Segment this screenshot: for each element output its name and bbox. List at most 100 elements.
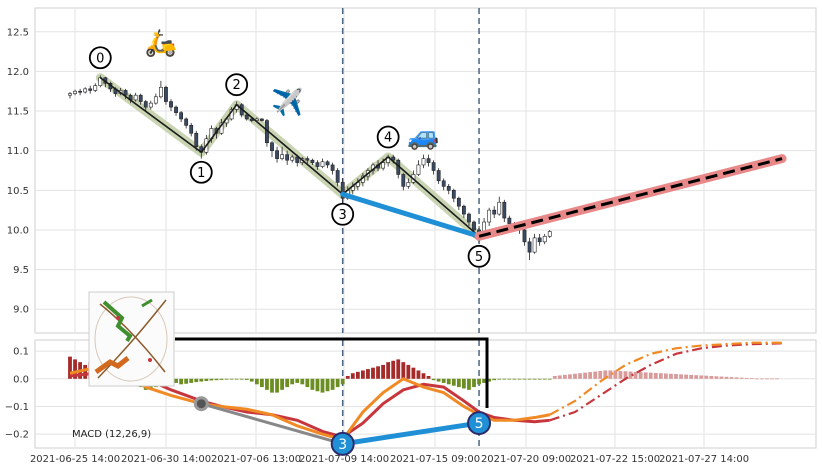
candle-body: [426, 158, 431, 163]
histogram-bar: [472, 378, 476, 388]
candle-body: [456, 197, 461, 207]
candle-body: [537, 237, 542, 243]
x-tick-label: 2021-07-15 09:00: [390, 454, 480, 465]
candle-body: [88, 88, 93, 91]
histogram-bar: [537, 378, 542, 380]
emoji-annotation: 🚙: [407, 121, 439, 151]
histogram-bar: [376, 366, 380, 379]
histogram-bar: [552, 376, 557, 379]
histogram-bar: [588, 372, 593, 379]
histogram-bar: [547, 378, 552, 380]
macd-divergence-label: 5: [475, 416, 484, 432]
candle-body: [467, 213, 471, 223]
candle-body: [244, 114, 249, 120]
forecast-path: [478, 157, 783, 238]
histogram-bar: [83, 364, 88, 379]
candle-body: [492, 209, 497, 215]
candle-body: [83, 88, 88, 93]
candle-body: [507, 217, 512, 224]
histogram-bar: [361, 370, 365, 379]
candle-body: [295, 156, 300, 163]
candle-body: [98, 77, 103, 86]
candle-body: [153, 96, 158, 104]
wave-label-text: 1: [197, 166, 205, 181]
candle-body: [401, 174, 406, 187]
histogram-bar: [441, 378, 446, 383]
histogram-bar: [285, 378, 290, 388]
histogram-bar: [664, 373, 668, 379]
candle-body: [340, 182, 345, 199]
price-y-tick-label: 10.0: [7, 225, 29, 236]
price-y-tick-label: 11.5: [7, 107, 29, 118]
histogram-bar: [603, 370, 608, 379]
histogram-bar: [249, 378, 254, 382]
histogram-bar: [270, 378, 274, 393]
histogram-bar: [320, 378, 325, 393]
candle-body: [73, 90, 77, 94]
histogram-bar: [229, 378, 234, 380]
histogram-bar: [618, 371, 623, 379]
x-tick-label: 2021-07-22 15:00: [570, 454, 660, 465]
histogram-bar: [265, 378, 269, 390]
candle-body: [169, 101, 173, 108]
histogram-bar: [234, 378, 239, 380]
histogram-bar: [477, 378, 481, 385]
candle-body: [133, 94, 138, 101]
histogram-bar: [527, 378, 532, 380]
histogram-bar: [260, 378, 264, 388]
histogram-bar: [371, 367, 375, 379]
histogram-bar: [350, 373, 355, 379]
histogram-bar: [184, 378, 189, 384]
wave-label-circle: [376, 125, 400, 149]
histogram-bar: [714, 376, 719, 379]
candle-body: [78, 90, 83, 93]
histogram-bar: [542, 378, 547, 380]
histogram-bar: [239, 378, 244, 380]
histogram-bar: [507, 378, 512, 380]
histogram-bar: [689, 374, 694, 379]
histogram-bar: [759, 378, 764, 380]
price-panel: 9.0 9.5 10.0 10.5 11.0 11.5 12.0 12.5 0 1 2 3 4 5 🛵 ✈…: [7, 7, 817, 334]
histogram-bar: [669, 373, 673, 379]
histogram-bar: [194, 378, 199, 383]
histogram-bar: [532, 378, 537, 380]
macd-y-tick-label: 0.1: [13, 347, 29, 358]
histogram-bar: [462, 378, 466, 389]
histogram-bar: [749, 378, 754, 380]
histogram-bar: [734, 377, 739, 379]
histogram-bar: [608, 370, 613, 379]
candle-body: [472, 221, 476, 231]
histogram-bar: [694, 375, 699, 379]
histogram-bar: [174, 378, 178, 383]
price-y-tick-label: 11.0: [7, 146, 29, 157]
histogram-bar: [709, 376, 714, 379]
histogram-bar: [568, 374, 572, 379]
histogram-bar: [456, 378, 461, 388]
histogram-bar: [704, 375, 709, 379]
x-tick-label: 2021-07-09 14:00: [299, 454, 389, 465]
histogram-bar: [739, 377, 744, 379]
wave-labels: 0 1 2 3 4 5: [88, 46, 491, 268]
macd-divergence-point: [330, 431, 355, 456]
candle-body: [461, 205, 466, 215]
histogram-bar: [497, 378, 502, 380]
histogram-bar: [345, 376, 350, 379]
histogram-bar: [770, 378, 774, 380]
histogram-bar: [426, 376, 431, 379]
macd-y-tick-label: −0.2: [5, 430, 29, 441]
zigzag-line: [99, 77, 480, 237]
emoji-annotation: 🛵: [145, 29, 177, 59]
price-vertical-markers: [341, 8, 480, 333]
candle-body: [259, 118, 264, 121]
histogram-bar: [684, 374, 688, 379]
candle-body: [421, 158, 426, 166]
candle-body: [143, 101, 148, 108]
macd-histogram: [68, 356, 779, 393]
histogram-bar: [295, 378, 300, 383]
histogram-bar: [406, 364, 411, 379]
histogram-bar: [578, 373, 582, 379]
histogram-bar: [280, 378, 284, 390]
histogram-bar: [573, 373, 577, 379]
candle-body: [446, 186, 451, 191]
histogram-bar: [643, 372, 648, 379]
